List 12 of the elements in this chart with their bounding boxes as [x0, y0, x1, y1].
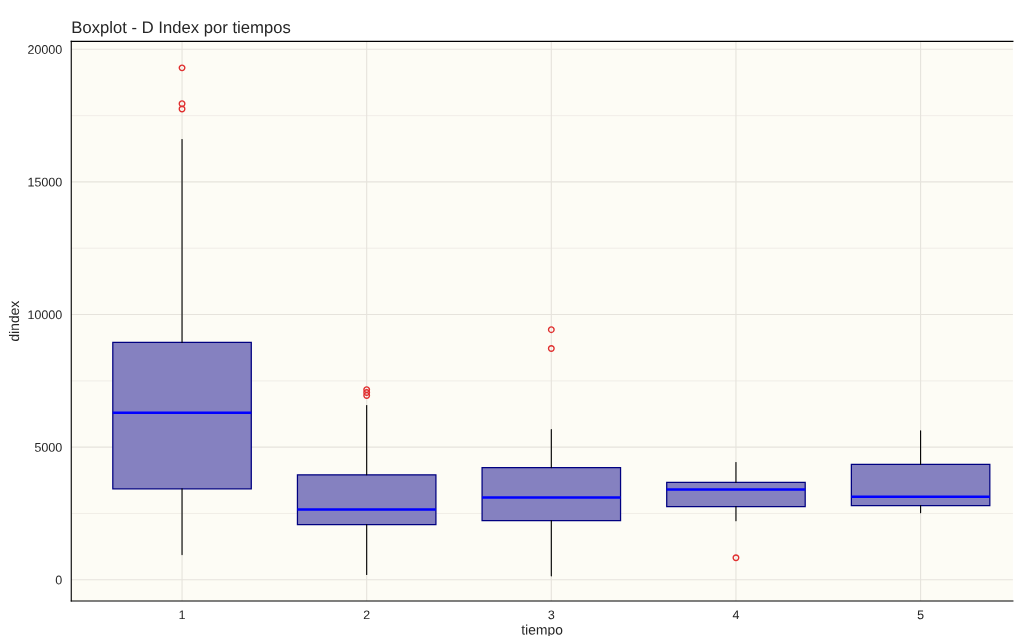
- x-tick-label: 5: [917, 610, 924, 620]
- y-tick-label: 0: [55, 575, 62, 585]
- y-axis-title: dindex: [8, 300, 20, 342]
- x-tick-label: 4: [732, 610, 740, 620]
- x-tick-label: 2: [363, 610, 370, 620]
- y-tick-label: 15000: [28, 177, 62, 187]
- chart-title: Boxplot - D Index por tiempos: [72, 20, 291, 37]
- y-tick-label: 20000: [28, 45, 62, 54]
- x-tick-label: 1: [179, 610, 185, 620]
- x-tick-label: 3: [548, 610, 555, 620]
- y-tick-label: 5000: [34, 442, 62, 452]
- y-tick-label: 10000: [28, 310, 62, 320]
